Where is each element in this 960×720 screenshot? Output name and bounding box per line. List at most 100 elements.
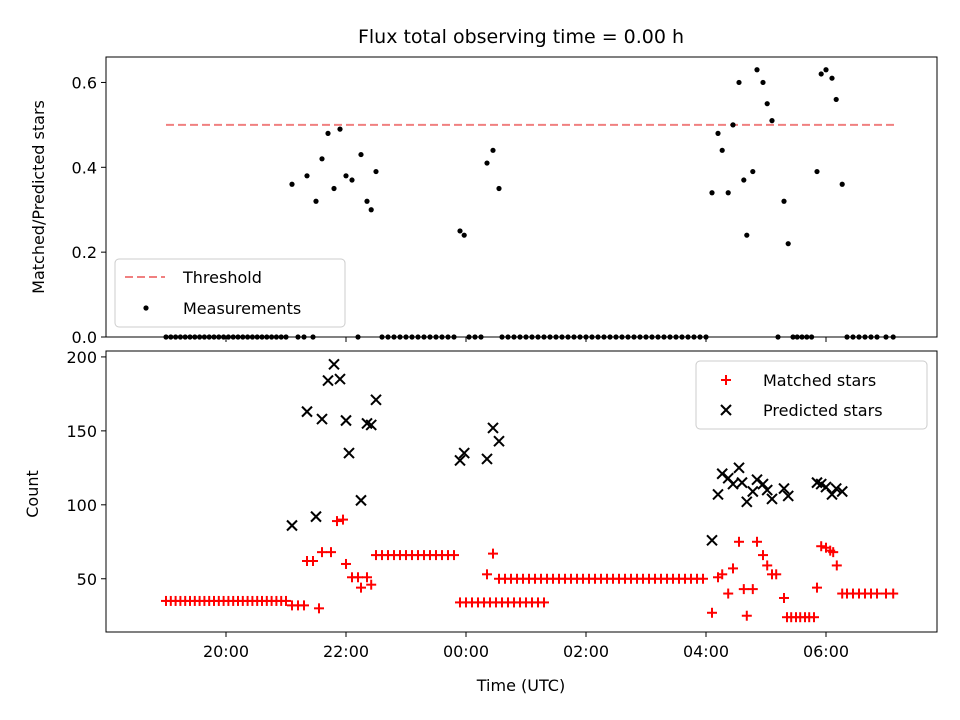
measurement-point xyxy=(709,190,715,196)
matched-star-point xyxy=(314,603,324,614)
predicted-star-point-b xyxy=(334,373,346,385)
measurement-point xyxy=(484,160,490,166)
measurement-point xyxy=(769,118,775,124)
measurement-point xyxy=(313,198,319,204)
predicted-star-point xyxy=(454,454,466,467)
count-x-tick-label: 00:00 xyxy=(443,642,489,661)
predicted-star-point xyxy=(826,488,838,501)
legend-matched-swatch xyxy=(721,375,731,385)
predicted-star-point xyxy=(493,435,505,447)
measurement-point xyxy=(337,126,343,132)
predicted-star-point xyxy=(736,476,748,489)
measurement-point xyxy=(833,96,839,103)
matched-star-point xyxy=(812,582,822,593)
predicted-star-point xyxy=(712,488,724,501)
measurement-point xyxy=(457,228,463,234)
matched-star-point xyxy=(831,560,842,571)
count-panel: 50 100 150 200 20:00 22:00 00:00 02:00 04:00 06:0… xyxy=(66,348,938,661)
predicted-star-point xyxy=(778,482,790,495)
count-x-tick-label: 06:00 xyxy=(803,642,849,661)
measurement-point xyxy=(744,232,750,238)
legend-predicted-swatch-b xyxy=(720,404,732,416)
matched-star-point xyxy=(356,582,366,593)
predicted-star-point-b xyxy=(310,510,322,523)
matched-star-point xyxy=(698,573,708,584)
matched-star-point xyxy=(728,563,738,574)
matched-star-point xyxy=(809,612,819,623)
predicted-star-point xyxy=(343,447,355,459)
measurement-point xyxy=(364,198,370,204)
matched-star-point xyxy=(353,572,363,583)
predicted-star-point xyxy=(716,468,728,480)
predicted-star-point-b xyxy=(836,485,848,498)
matched-star-point xyxy=(539,597,549,608)
matched-star-point xyxy=(747,584,758,595)
measurement-point xyxy=(750,168,756,175)
predicted-star-point-b xyxy=(286,519,298,532)
predicted-star-point xyxy=(310,510,322,523)
predicted-star-point xyxy=(761,484,773,496)
measurement-point xyxy=(741,177,747,183)
x-axis-label: Time (UTC) xyxy=(476,676,565,695)
predicted-star-point-b xyxy=(722,472,734,484)
predicted-star-point-b xyxy=(343,447,355,459)
predicted-star-point-b xyxy=(741,496,753,508)
predicted-star-point-b xyxy=(322,374,334,387)
predicted-star-point xyxy=(286,519,298,532)
measurement-point xyxy=(325,130,331,136)
predicted-star-point-b xyxy=(316,413,328,425)
matched-star-point xyxy=(816,541,827,552)
legend-measurements-label: Measurements xyxy=(183,299,301,318)
measurement-point xyxy=(754,67,760,73)
predicted-star-point-b xyxy=(355,494,367,507)
matched-star-point xyxy=(762,560,773,571)
matched-star-point xyxy=(723,588,734,599)
ratio-axes-frame xyxy=(105,56,938,338)
ratio-panel: 0.0 0.2 0.4 0.6 Threshold Measurements xyxy=(72,56,938,347)
ratio-y-tick-label: 0.6 xyxy=(72,73,97,92)
ratio-y-tick-label: 0.0 xyxy=(72,328,97,347)
count-x-tick-label: 22:00 xyxy=(323,642,369,661)
measurement-point xyxy=(304,173,310,179)
predicted-star-point-b xyxy=(826,488,838,501)
predicted-star-point xyxy=(733,462,745,474)
count-axes-frame xyxy=(105,350,938,633)
matched-star-point xyxy=(317,547,327,558)
predicted-star-point-b xyxy=(736,476,748,489)
predicted-star-point xyxy=(747,485,759,498)
measurement-point xyxy=(719,147,725,153)
count-legend: Matched stars Predicted stars xyxy=(695,360,928,430)
matched-star-point xyxy=(888,588,899,599)
predicted-star-point-b xyxy=(361,417,373,430)
predicted-star-point-b xyxy=(365,419,377,431)
predicted-star-point-b xyxy=(830,482,842,495)
measurement-point xyxy=(461,232,467,238)
predicted-star-point-b xyxy=(487,422,499,434)
matched-star-point xyxy=(872,588,882,599)
measurement-point xyxy=(725,190,731,196)
matched-star-point xyxy=(366,579,377,590)
count-y-axis-label: Count xyxy=(23,470,42,518)
predicted-star-point xyxy=(830,482,842,495)
matched-star-point xyxy=(332,516,342,527)
measurement-point xyxy=(818,71,824,77)
predicted-star-point-b xyxy=(778,482,790,495)
matched-star-point xyxy=(308,556,318,567)
matched-star-point xyxy=(299,600,309,611)
measurement-point xyxy=(829,75,835,81)
measurement-point xyxy=(496,185,502,192)
predicted-star-point xyxy=(365,419,377,431)
predicted-star-point-b xyxy=(733,462,745,474)
predicted-star-point-b xyxy=(706,534,718,547)
predicted-star-point xyxy=(706,534,718,547)
predicted-star-point xyxy=(355,494,367,507)
measurement-point xyxy=(814,168,820,175)
legend-threshold-label: Threshold xyxy=(182,268,262,287)
measurement-point xyxy=(823,67,829,73)
matched-star-point xyxy=(281,595,291,606)
predicted-star-point xyxy=(316,413,328,425)
predicted-star-point xyxy=(741,496,753,508)
predicted-star-point xyxy=(751,473,763,486)
predicted-star-point xyxy=(481,453,493,465)
